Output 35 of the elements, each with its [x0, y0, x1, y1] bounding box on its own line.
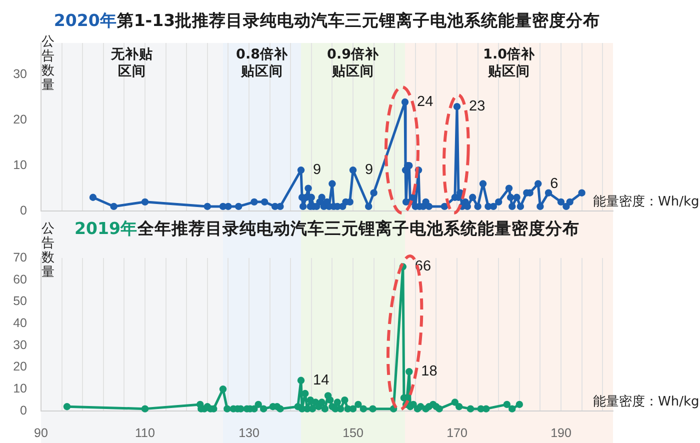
band-label: 0.9倍补贴区间 [327, 46, 380, 80]
chart-title: 2019年全年推荐目录纯电动汽车三元锂离子电池系统能量密度分布 [74, 219, 580, 238]
chart-title: 2020年第1-13批推荐目录纯电动汽车三元锂离子电池系统能量密度分布 [52, 10, 602, 32]
x-tick-label: 170 [446, 426, 468, 440]
y-tick-label: 30 [13, 67, 28, 82]
data-label: 18 [421, 364, 438, 380]
y-tick-label: 60 [13, 272, 28, 286]
y-tick-label: 30 [13, 338, 28, 352]
data-label: 14 [313, 372, 330, 388]
y-axis-title: 公告数量 [42, 221, 54, 280]
data-label: 24 [417, 94, 434, 110]
x-tick-label: 130 [238, 426, 260, 440]
band-label: 1.0倍补贴区间 [483, 46, 536, 80]
y-tick-label: 0 [20, 403, 28, 418]
x-tick-label: 150 [342, 426, 364, 440]
x-tick-label: 110 [135, 426, 156, 440]
y-axis-title: 公告数量 [42, 34, 54, 93]
band-label: 0.8倍补贴区间 [236, 46, 289, 80]
y-tick-label: 10 [13, 382, 28, 396]
y-tick-label: 20 [13, 112, 28, 127]
x-axis-title: 能量密度：Wh/kg [593, 393, 700, 410]
x-tick-label: 90 [34, 426, 48, 440]
y-tick-label: 10 [13, 158, 28, 172]
data-label: 9 [313, 162, 322, 178]
y-tick-label: 20 [13, 360, 28, 374]
y-tick-label: 70 [13, 250, 28, 264]
x-axis-title: 能量密度：Wh/kg [593, 193, 700, 210]
y-tick-label: 40 [13, 316, 28, 330]
y-tick-label: 50 [13, 294, 28, 308]
band-label: 无补贴区间 [110, 46, 153, 80]
data-label: 9 [365, 162, 374, 178]
data-label: 6 [550, 176, 558, 192]
y-tick-label: 0 [20, 203, 28, 218]
x-tick-label: 190 [550, 426, 572, 440]
data-label: 23 [469, 98, 486, 115]
